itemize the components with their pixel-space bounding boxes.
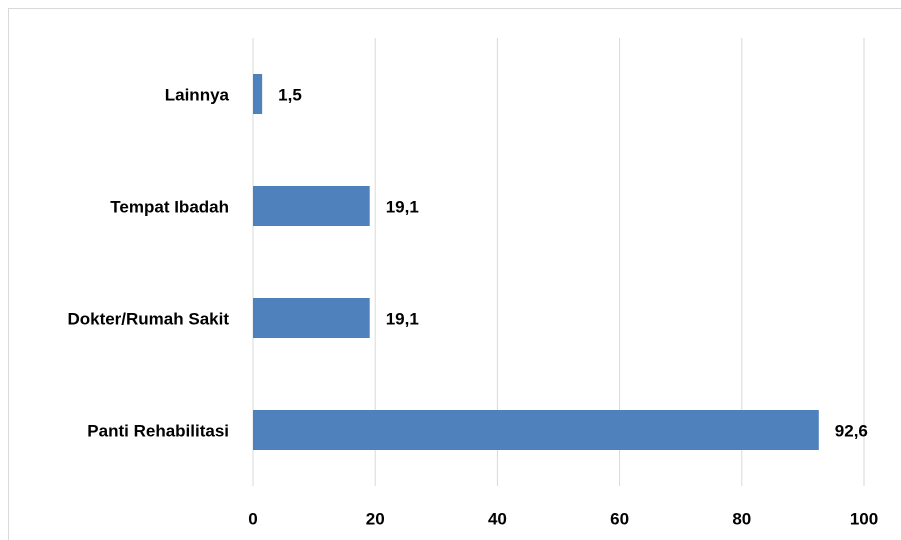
bar: [253, 410, 819, 450]
value-label: 92,6: [835, 421, 868, 440]
bar: [253, 74, 263, 114]
y-tick-label: Panti Rehabilitasi: [87, 421, 229, 440]
value-label: 1,5: [278, 85, 302, 104]
value-label: 19,1: [386, 309, 419, 328]
x-tick-label: 80: [732, 509, 751, 528]
value-label: 19,1: [386, 197, 419, 216]
y-tick-label: Lainnya: [165, 85, 230, 104]
x-tick-label: 100: [850, 509, 878, 528]
x-tick-label: 0: [248, 509, 257, 528]
x-tick-label: 60: [610, 509, 629, 528]
x-tick-label: 20: [366, 509, 385, 528]
x-tick-label: 40: [488, 509, 507, 528]
bar: [253, 298, 370, 338]
y-tick-label: Dokter/Rumah Sakit: [67, 309, 229, 328]
bar: [253, 186, 370, 226]
y-tick-label: Tempat Ibadah: [110, 197, 229, 216]
chart-border: [8, 8, 901, 540]
